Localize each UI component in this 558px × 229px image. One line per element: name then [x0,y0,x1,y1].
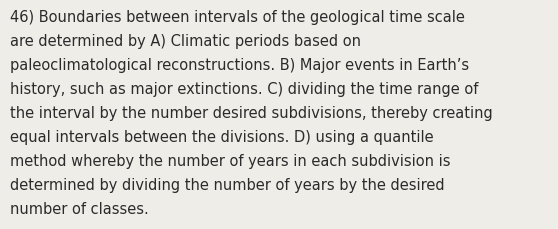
Text: equal intervals between the divisions. D) using a quantile: equal intervals between the divisions. D… [10,129,434,144]
Text: history, such as major extinctions. C) dividing the time range of: history, such as major extinctions. C) d… [10,82,478,97]
Text: the interval by the number desired subdivisions, thereby creating: the interval by the number desired subdi… [10,106,493,120]
Text: 46) Boundaries between intervals of the geological time scale: 46) Boundaries between intervals of the … [10,10,465,25]
Text: number of classes.: number of classes. [10,201,149,216]
Text: paleoclimatological reconstructions. B) Major events in Earth’s: paleoclimatological reconstructions. B) … [10,58,469,73]
Text: method whereby the number of years in each subdivision is: method whereby the number of years in ea… [10,153,450,168]
Text: are determined by A) Climatic periods based on: are determined by A) Climatic periods ba… [10,34,361,49]
Text: determined by dividing the number of years by the desired: determined by dividing the number of yea… [10,177,445,192]
